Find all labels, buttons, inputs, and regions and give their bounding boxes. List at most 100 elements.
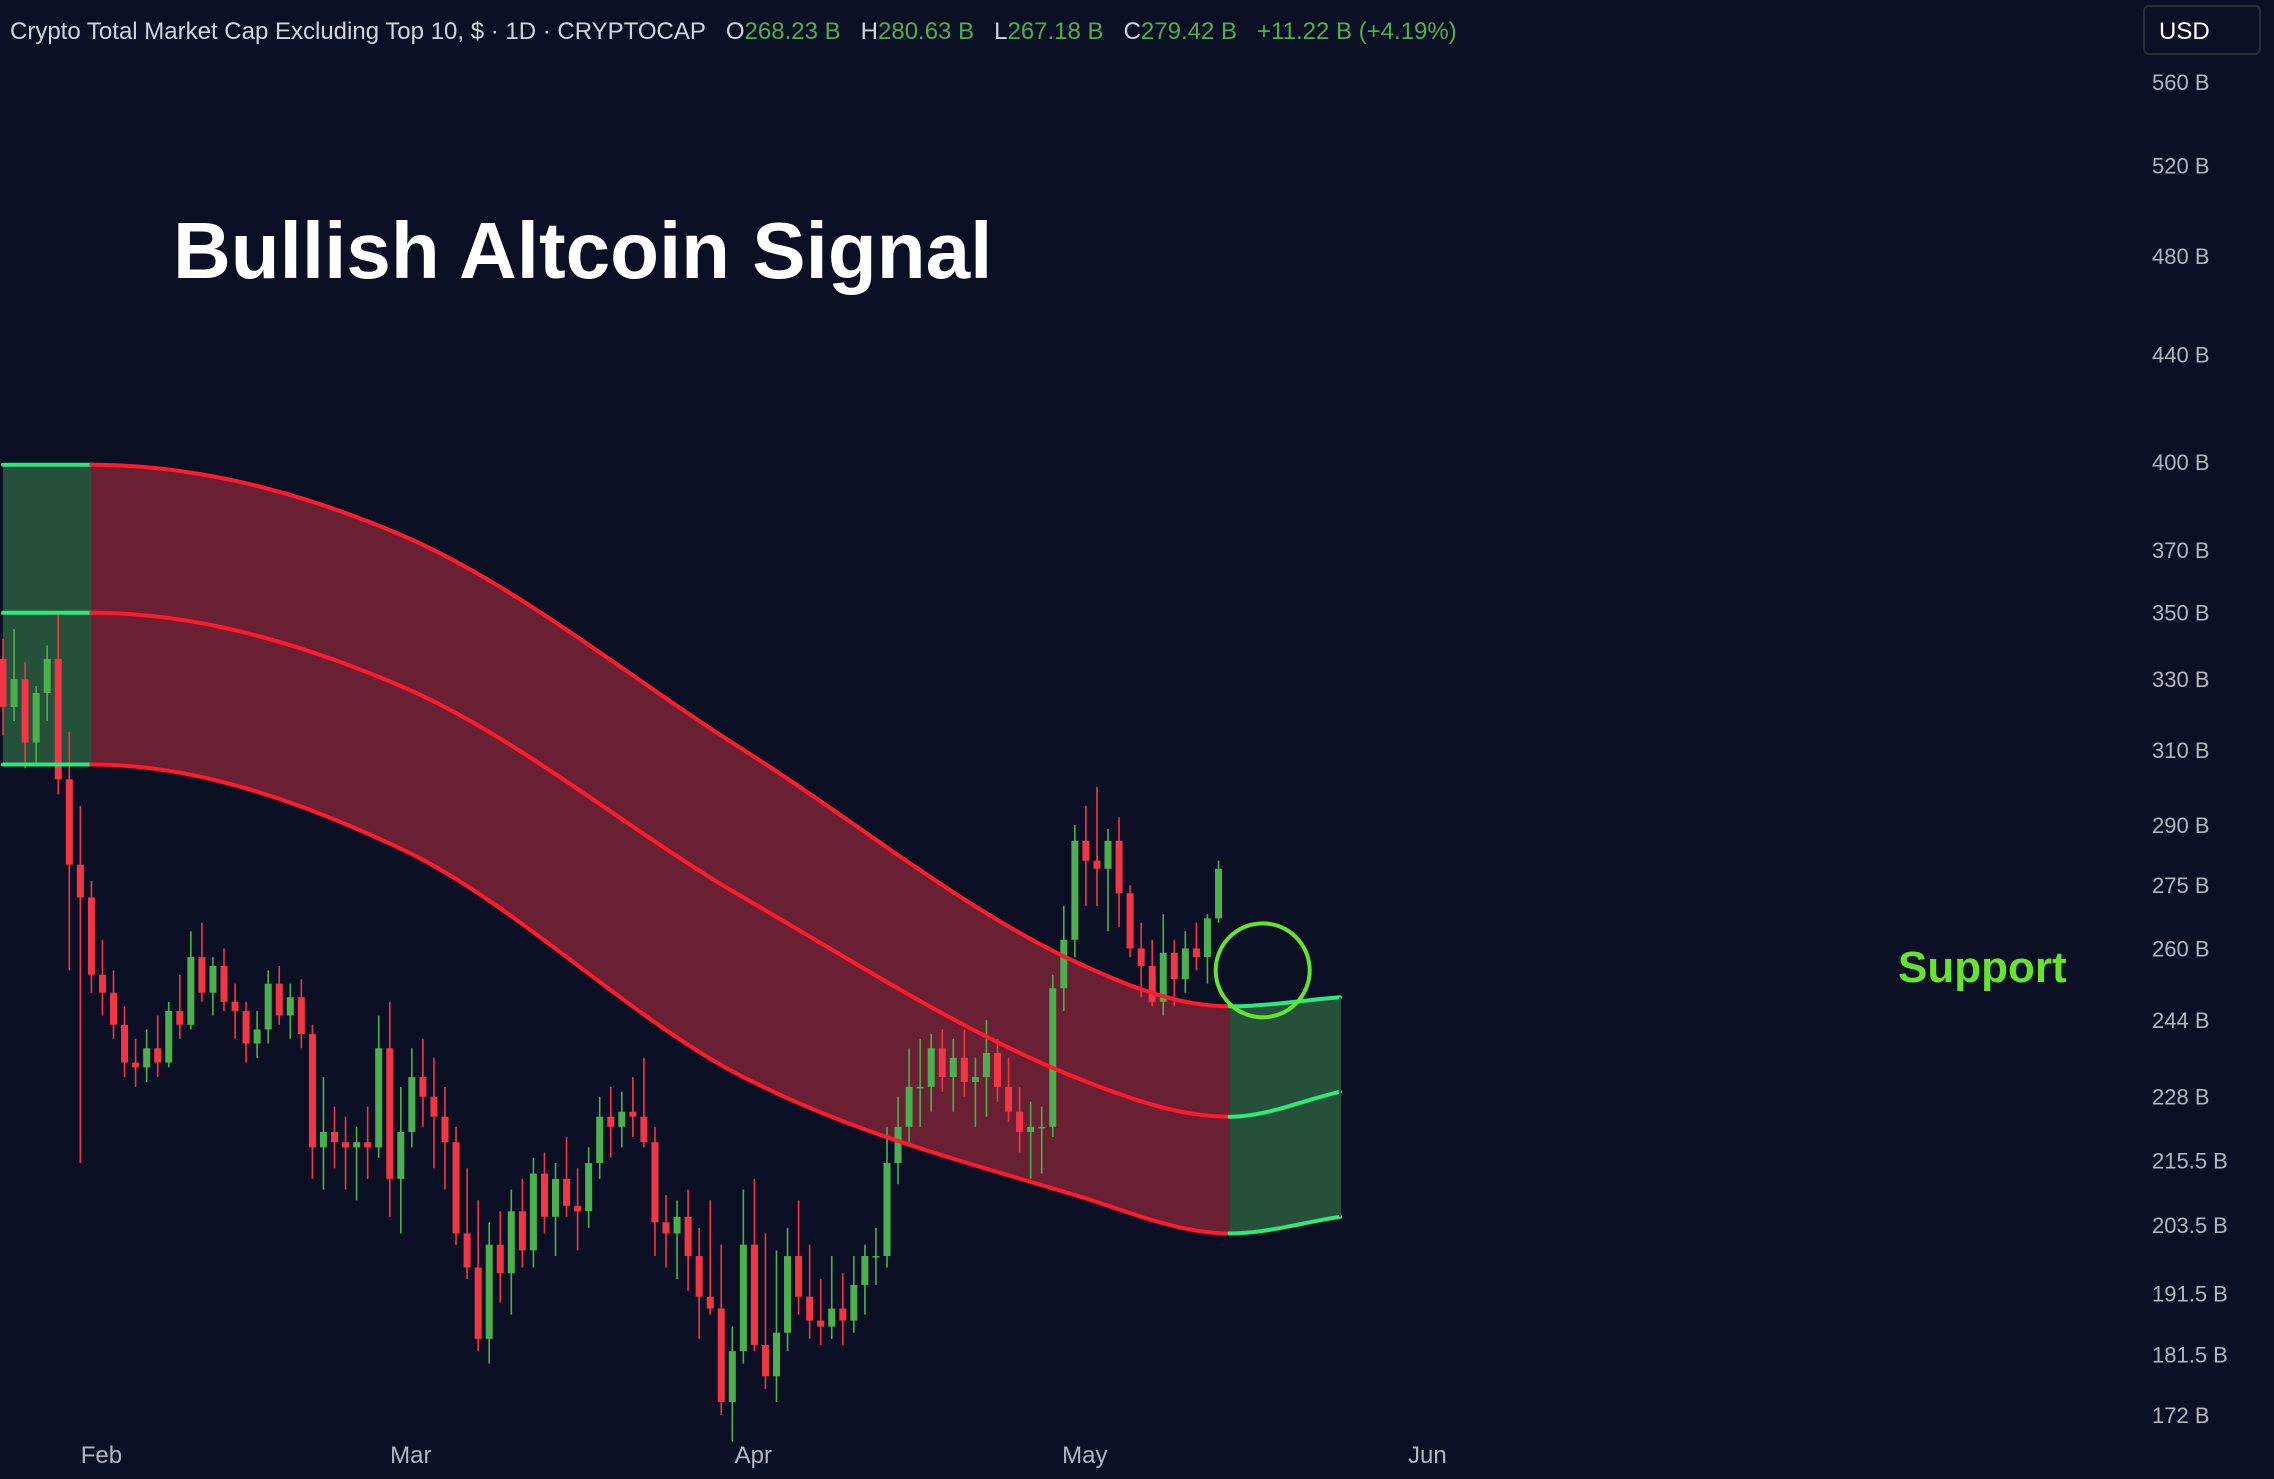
candle (905, 1048, 913, 1143)
candle-body (441, 1116, 449, 1143)
candle (308, 1024, 316, 1179)
candle-body (994, 1053, 1001, 1087)
candle (187, 931, 195, 1030)
candle-body (0, 658, 7, 707)
candle-body (1060, 939, 1068, 989)
y-axis-label: 290 B (2152, 813, 2210, 838)
candle (1049, 974, 1057, 1138)
candle-body (706, 1296, 714, 1309)
candle-body (695, 1256, 703, 1297)
candle (419, 1038, 427, 1127)
candle-body (1181, 948, 1189, 980)
x-axis-label: Mar (390, 1442, 431, 1469)
candle-body (275, 983, 283, 1016)
candle (563, 1137, 571, 1217)
candle (1115, 817, 1123, 927)
candle (485, 1222, 493, 1364)
candle-body (32, 692, 40, 743)
candle-body (828, 1308, 836, 1327)
y-axis-label: 203.5 B (2152, 1213, 2228, 1238)
candle-body (397, 1131, 405, 1179)
candle-body (1049, 988, 1057, 1127)
candle-body (916, 1086, 924, 1089)
band-middle-line (89, 610, 1232, 1119)
y-axis-label: 275 B (2152, 873, 2210, 898)
y-axis-label: 260 B (2152, 936, 2210, 961)
candle (441, 1086, 449, 1190)
candle (319, 1077, 327, 1190)
change-value: +11.22 B (+4.19%) (1257, 18, 1457, 45)
candle-body (1016, 1111, 1024, 1132)
candle (1215, 860, 1222, 923)
y-axis-label: 480 B (2152, 244, 2210, 269)
candle-body (353, 1142, 361, 1148)
candle-body (894, 1126, 902, 1164)
low-value: 267.18 B (1007, 18, 1104, 45)
candle (1027, 1101, 1035, 1179)
candle (1038, 1106, 1046, 1174)
candle-body (76, 864, 84, 898)
candle (684, 1189, 692, 1291)
candle (275, 965, 283, 1025)
candle (1170, 939, 1178, 1007)
candle-body (419, 1077, 427, 1097)
candle (938, 1029, 946, 1092)
candle (1071, 825, 1079, 958)
candle (695, 1227, 703, 1339)
candle (65, 731, 73, 971)
candle-body (529, 1173, 537, 1251)
candle (231, 983, 239, 1039)
high-label: H (860, 18, 878, 45)
y-axis-label: 215.5 B (2152, 1148, 2228, 1173)
candle (1016, 1086, 1024, 1153)
open-value: 268.23 B (744, 18, 841, 45)
x-axis-label: May (1062, 1442, 1107, 1469)
candle (154, 1015, 162, 1078)
candle-body (684, 1216, 692, 1257)
y-axis-label: 520 B (2152, 154, 2210, 179)
candle (353, 1126, 361, 1201)
candle-body (728, 1351, 736, 1402)
candle-body (949, 1057, 957, 1078)
candle (1126, 885, 1134, 958)
candle-body (297, 997, 305, 1035)
candle-body (861, 1256, 869, 1285)
candle (110, 970, 117, 1039)
candle (850, 1256, 858, 1333)
candle (1192, 922, 1200, 971)
candle-body (662, 1222, 670, 1234)
candle-body (1159, 952, 1167, 1002)
candle-body (795, 1256, 803, 1297)
y-axis-label: 400 B (2152, 450, 2210, 475)
candle-body (452, 1142, 460, 1234)
candle-body (518, 1211, 526, 1251)
currency-button[interactable]: USD (2143, 5, 2261, 55)
candle-body (540, 1173, 548, 1217)
candle (98, 939, 106, 1016)
candle-body (1005, 1086, 1013, 1112)
candle-body (132, 1062, 140, 1068)
y-axis-label: 330 B (2152, 667, 2210, 692)
candle (927, 1034, 935, 1112)
candle-body (817, 1320, 825, 1327)
candle-body (463, 1233, 471, 1268)
candle-body (364, 1142, 372, 1148)
candle-body (386, 1048, 394, 1179)
candle (872, 1227, 880, 1285)
candle-body (319, 1131, 327, 1148)
candle (474, 1200, 482, 1352)
candle (839, 1273, 847, 1345)
candle-body (806, 1296, 814, 1321)
candle (883, 1126, 891, 1268)
candle (165, 1001, 173, 1068)
candle (386, 1001, 394, 1217)
candle-body (331, 1131, 338, 1143)
candle-body (342, 1142, 350, 1148)
candle (198, 922, 206, 1002)
candle-body (231, 1001, 239, 1011)
candle-body (87, 897, 95, 975)
y-axis-label: 172 B (2152, 1403, 2210, 1428)
y-axis-label: 310 B (2152, 738, 2210, 763)
candle-body (717, 1308, 725, 1402)
